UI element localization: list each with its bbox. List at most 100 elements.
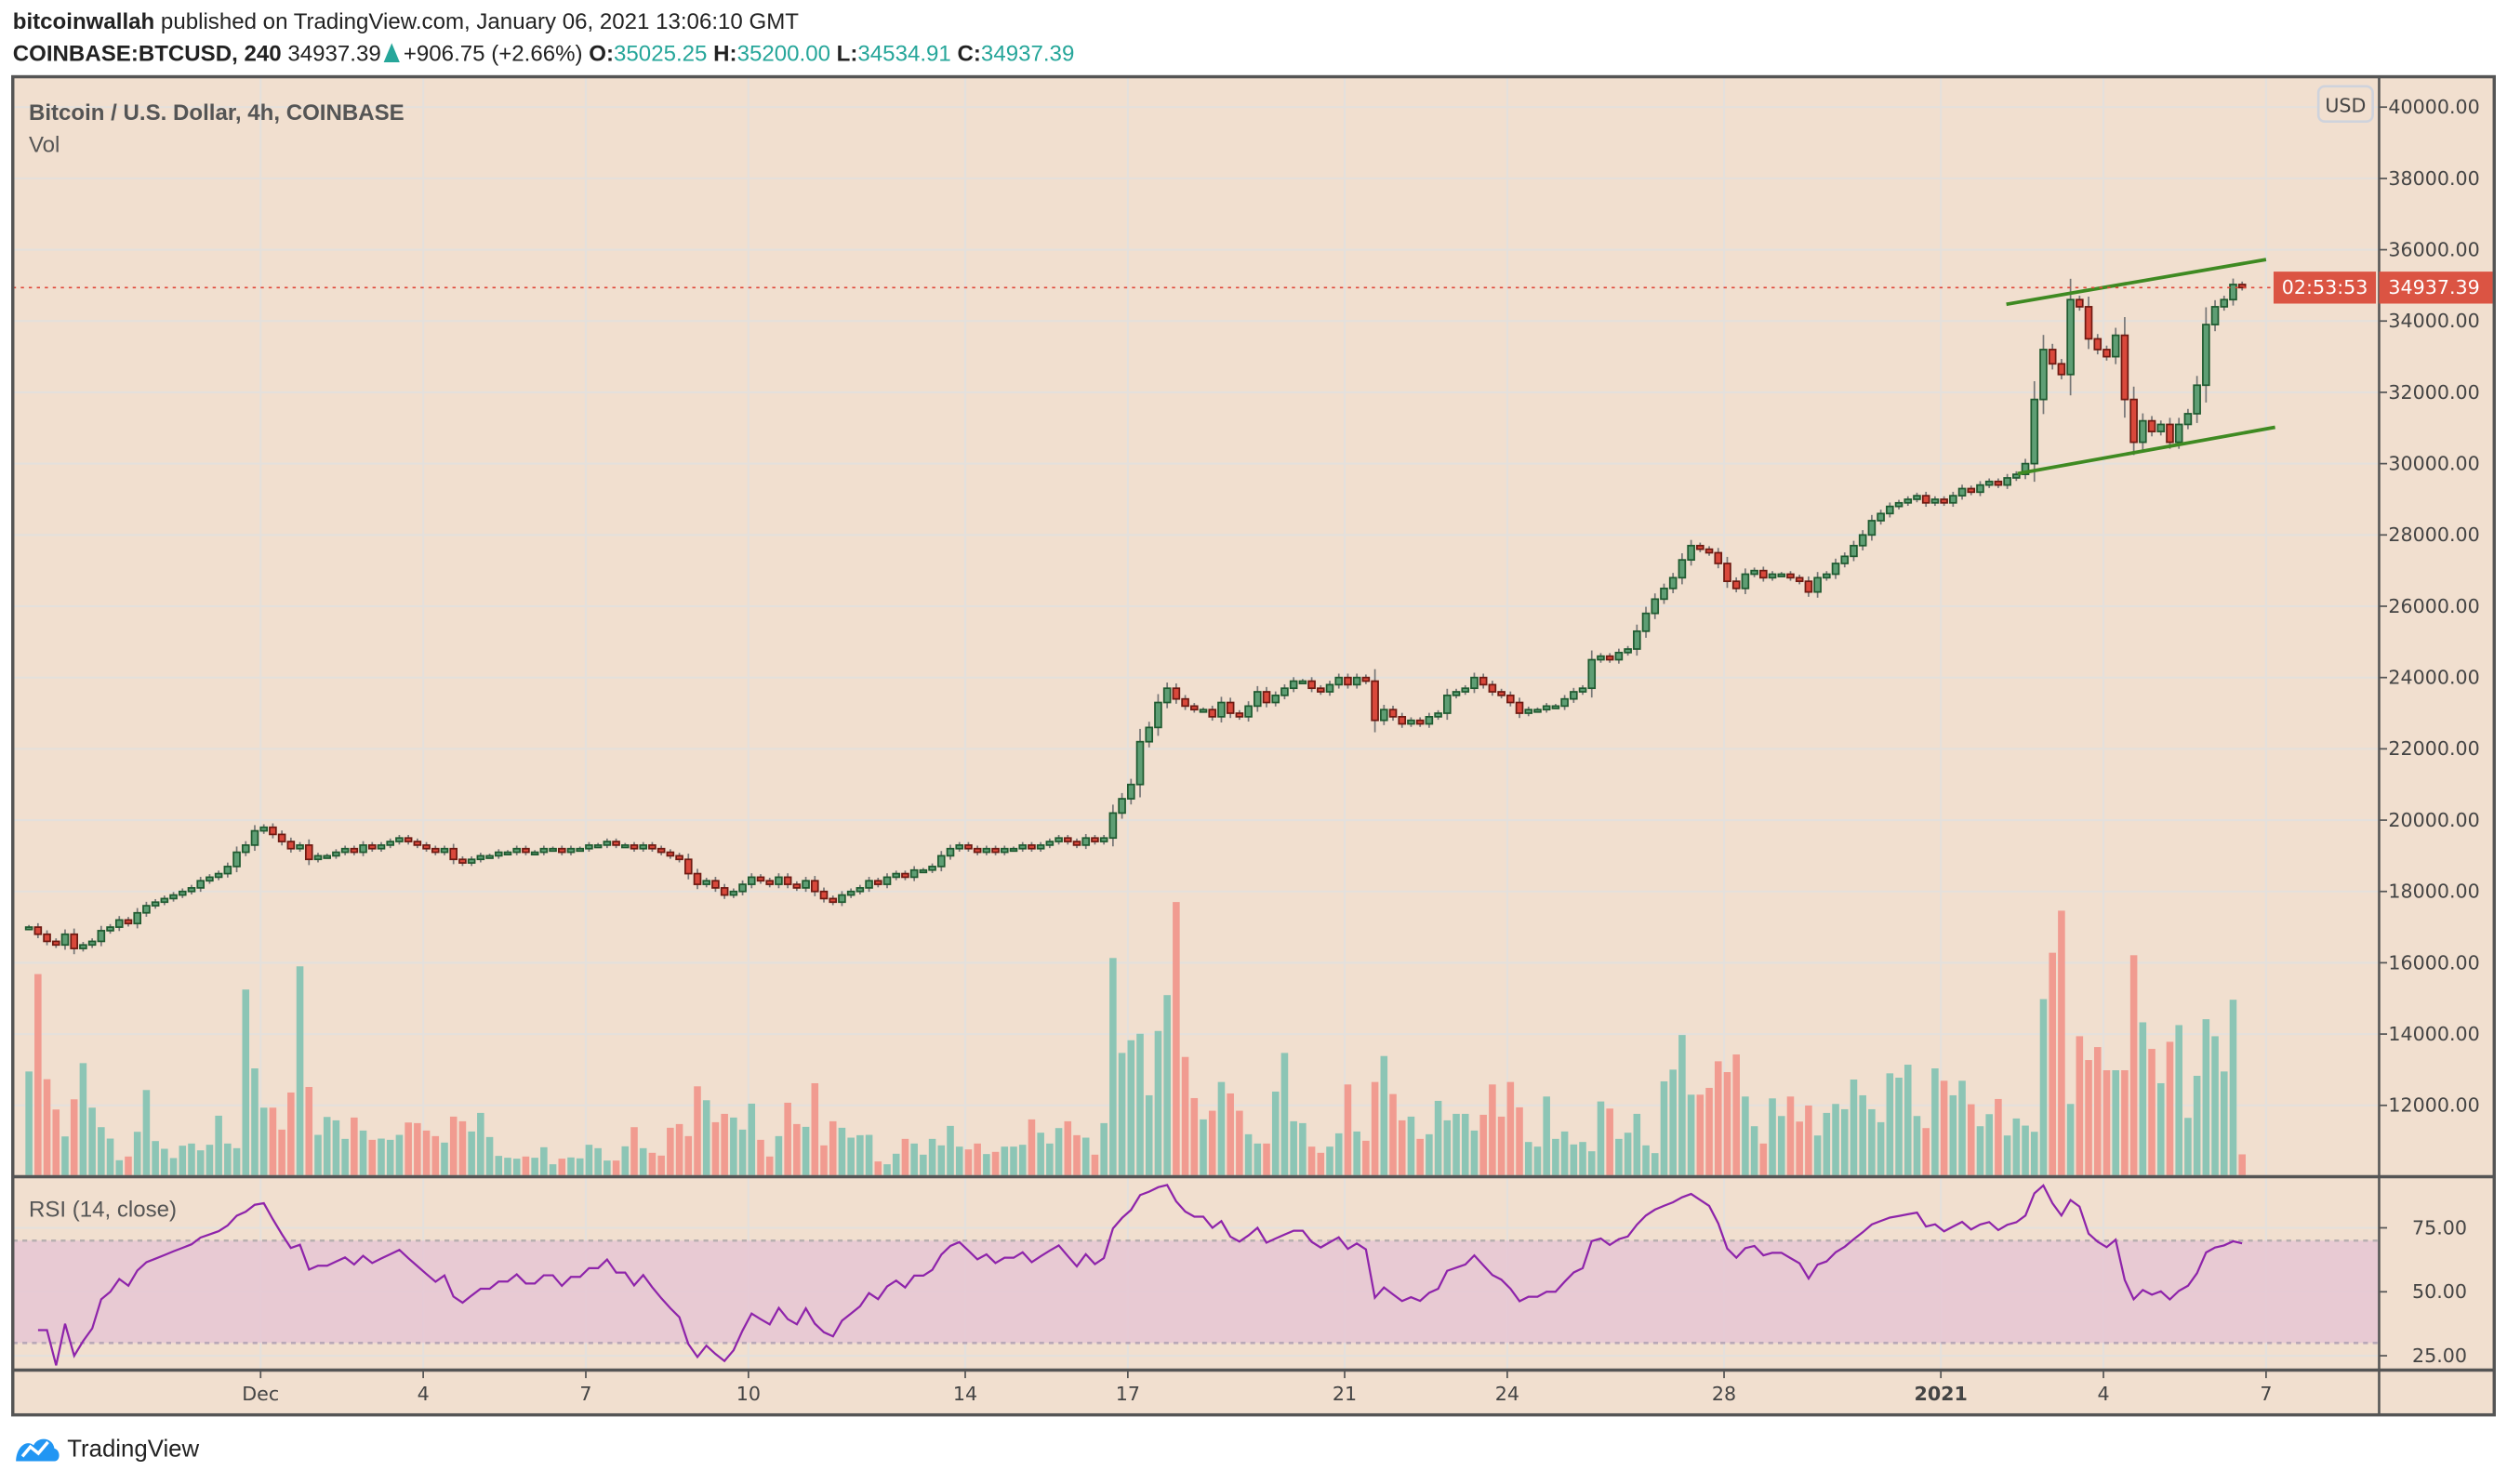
- volume-bar: [2093, 1047, 2102, 1175]
- candle-up: [1018, 844, 1028, 850]
- volume-bar: [838, 1127, 846, 1175]
- close-label: C:: [957, 39, 981, 66]
- candle-up: [892, 872, 901, 879]
- author-name[interactable]: bitcoinwallah: [12, 7, 155, 34]
- time-axis[interactable]: Dec 4 7 10 14 17 21 24 28 2021 4 7: [242, 1370, 2272, 1406]
- candle-up: [1162, 687, 1172, 704]
- candle-up: [1614, 651, 1624, 661]
- volume-bar: [2039, 999, 2048, 1175]
- candle-down: [449, 847, 458, 861]
- candle-down: [765, 880, 775, 885]
- candle-up: [1127, 783, 1135, 800]
- tradingview-cloud-icon: [16, 1438, 60, 1462]
- candle-down: [1181, 697, 1189, 708]
- candle-up: [593, 844, 603, 849]
- volume-bar: [1506, 1081, 1515, 1175]
- rsi-legend: RSI (14, close): [29, 1197, 177, 1222]
- candle-up: [313, 855, 323, 861]
- rsi-axis[interactable]: 75.00 50.00 25.00: [2379, 1216, 2467, 1367]
- volume-bar: [1443, 1120, 1452, 1175]
- candle-up: [476, 855, 485, 861]
- candle-up: [2012, 473, 2021, 479]
- published-text: published on TradingView.com, January 06…: [160, 7, 799, 34]
- candle-up: [296, 844, 304, 850]
- candle-up: [151, 901, 160, 907]
- candle-down: [683, 858, 693, 875]
- volume-bar: [224, 1143, 232, 1175]
- volume-bar: [667, 1127, 674, 1175]
- candle-up: [1524, 709, 1533, 714]
- candle-up: [467, 858, 476, 864]
- volume-bar: [1489, 1084, 1496, 1175]
- volume-bar: [1010, 1146, 1017, 1175]
- volume-bar: [287, 1092, 295, 1175]
- currency-button[interactable]: USD: [2316, 85, 2374, 123]
- high-label: H:: [713, 39, 737, 66]
- candle-down: [1786, 573, 1795, 579]
- volume-bar: [648, 1152, 657, 1175]
- candle-up: [106, 926, 114, 932]
- candle-up: [250, 829, 259, 846]
- candle-up: [856, 887, 865, 893]
- volume-bar: [1452, 1113, 1460, 1175]
- candle-down: [404, 837, 413, 842]
- candle-down: [1208, 709, 1217, 718]
- price-axis[interactable]: 12000.00 14000.00 16000.00 18000.00 20000.00…: [2379, 96, 2480, 1117]
- candle-down: [51, 940, 60, 947]
- candle-down: [783, 876, 792, 885]
- volume-bar: [34, 974, 42, 1175]
- rsi-tick-label: 75.00: [2412, 1216, 2467, 1239]
- chart-canvas[interactable]: 12000.00 14000.00 16000.00 18000.00 20000.00…: [0, 0, 2507, 1438]
- volume-bar: [378, 1138, 385, 1175]
- volume-bar: [1290, 1120, 1297, 1175]
- volume-bar: [477, 1112, 484, 1175]
- candle-down: [711, 880, 720, 889]
- symbol-label: COINBASE:BTCUSD, 240: [12, 39, 282, 66]
- candle-down: [304, 844, 313, 861]
- candle-down: [2057, 363, 2066, 376]
- price-tick-label: 28000.00: [2388, 523, 2479, 546]
- volume-bar: [1995, 1098, 2002, 1175]
- trendlines[interactable]: [2006, 258, 2275, 476]
- candle-up: [1633, 629, 1641, 650]
- candle-up: [702, 880, 711, 885]
- candle-down: [901, 872, 909, 879]
- price-tick-label: 32000.00: [2388, 381, 2479, 404]
- volume-bar: [1877, 1121, 1885, 1175]
- volume-bar: [1181, 1056, 1189, 1175]
- candle-up: [259, 826, 268, 832]
- candle-up: [1289, 680, 1298, 690]
- volume-bar: [232, 1147, 241, 1175]
- candle-up: [1777, 573, 1786, 577]
- candle-up: [1840, 555, 1850, 564]
- volume-bar: [359, 1130, 367, 1175]
- candle-up: [946, 847, 955, 857]
- candles: [24, 278, 2247, 955]
- volume-bar: [558, 1159, 566, 1175]
- price-tick-label: 14000.00: [2388, 1023, 2479, 1045]
- volume-bar: [974, 1143, 981, 1175]
- candle-up: [1154, 701, 1162, 729]
- candle-up: [738, 883, 747, 893]
- candle-up: [982, 847, 991, 854]
- volume-bar: [2049, 952, 2056, 1175]
- volume-bar: [242, 989, 250, 1175]
- candle-up: [549, 847, 557, 853]
- candle-down: [675, 855, 683, 861]
- candle-down: [612, 841, 620, 846]
- tradingview-logo[interactable]: TradingView: [13, 1433, 199, 1464]
- candle-down: [819, 890, 829, 900]
- time-tick-label: 4: [418, 1383, 430, 1405]
- candle-down: [1967, 487, 1976, 494]
- candle-up: [530, 851, 539, 855]
- candle-down: [657, 847, 666, 854]
- candle-up: [2003, 477, 2011, 486]
- volume-bar: [1587, 1151, 1596, 1175]
- candle-up: [1001, 847, 1009, 854]
- volume-bar: [1479, 1114, 1487, 1175]
- candle-up: [1551, 705, 1560, 709]
- volume-bar: [2156, 1082, 2165, 1175]
- candle-down: [124, 919, 133, 925]
- candle-up: [1217, 701, 1226, 718]
- volume-bar: [1200, 1119, 1207, 1175]
